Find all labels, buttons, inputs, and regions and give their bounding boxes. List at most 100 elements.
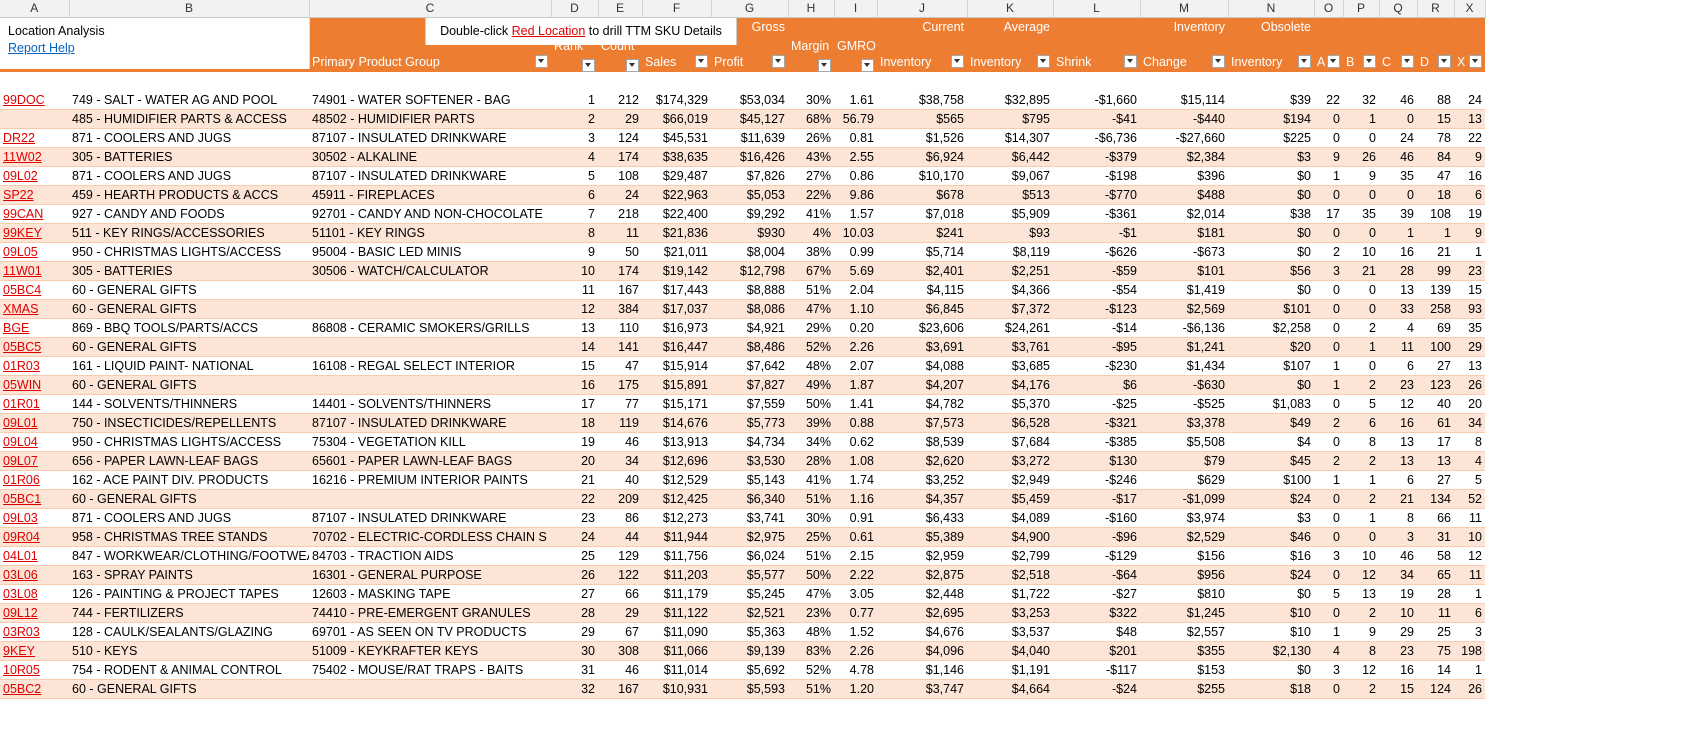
table-cell[interactable]: $1,083	[1228, 394, 1314, 414]
table-cell[interactable]: $3,537	[967, 622, 1053, 642]
table-cell[interactable]: $156	[1140, 546, 1228, 566]
table-cell[interactable]: 12	[551, 299, 598, 319]
location-link[interactable]: 01R06	[0, 470, 69, 490]
table-cell[interactable]: -$64	[1053, 565, 1140, 585]
table-cell[interactable]: 86	[598, 508, 642, 528]
table-cell[interactable]: 0	[1379, 109, 1417, 129]
table-cell[interactable]: $17,037	[642, 299, 711, 319]
table-cell[interactable]: 31	[1417, 527, 1454, 547]
table-cell[interactable]: 0	[1343, 128, 1379, 148]
table-cell[interactable]: 14	[1417, 660, 1454, 680]
table-cell[interactable]: 86808 - CERAMIC SMOKERS/GRILLS	[309, 318, 551, 338]
table-cell[interactable]: 0	[1314, 318, 1343, 338]
filter-dropdown-icon[interactable]	[535, 55, 548, 68]
location-link[interactable]: BGE	[0, 318, 69, 338]
table-cell[interactable]: $10	[1228, 622, 1314, 642]
table-cell[interactable]: $3,974	[1140, 508, 1228, 528]
table-cell[interactable]: $8,004	[711, 242, 788, 262]
table-cell[interactable]: 87107 - INSULATED DRINKWARE	[309, 508, 551, 528]
table-cell[interactable]: $3,252	[877, 470, 967, 490]
table-cell[interactable]: $2,258	[1228, 318, 1314, 338]
table-cell[interactable]: $2,620	[877, 451, 967, 471]
table-cell[interactable]: 35	[1454, 318, 1485, 338]
table-cell[interactable]: 13	[1379, 432, 1417, 452]
location-link[interactable]: 10R05	[0, 660, 69, 680]
table-cell[interactable]: $0	[1228, 223, 1314, 243]
table-cell[interactable]: $4,782	[877, 394, 967, 414]
table-cell[interactable]: 46	[1379, 546, 1417, 566]
table-cell[interactable]: 75	[1417, 641, 1454, 661]
table-cell[interactable]: $5,459	[967, 489, 1053, 509]
table-cell[interactable]: 128 - CAULK/SEALANTS/GLAZING	[69, 622, 309, 642]
table-cell[interactable]: 78	[1417, 128, 1454, 148]
table-cell[interactable]: 43%	[788, 147, 834, 167]
table-cell[interactable]: 30%	[788, 91, 834, 110]
table-cell[interactable]: $8,888	[711, 280, 788, 300]
table-cell[interactable]: 6	[1379, 470, 1417, 490]
table-cell[interactable]: $3,272	[967, 451, 1053, 471]
table-cell[interactable]: -$96	[1053, 527, 1140, 547]
table-cell[interactable]: $2,448	[877, 584, 967, 604]
table-cell[interactable]: 16	[1379, 660, 1417, 680]
table-cell[interactable]: $15,914	[642, 356, 711, 376]
table-cell[interactable]: 1	[1417, 223, 1454, 243]
table-cell[interactable]: -$440	[1140, 109, 1228, 129]
table-cell[interactable]: 38%	[788, 242, 834, 262]
table-cell[interactable]: 8	[1454, 432, 1485, 452]
table-cell[interactable]: 15	[1379, 679, 1417, 699]
table-cell[interactable]: 144 - SOLVENTS/THINNERS	[69, 394, 309, 414]
table-cell[interactable]: $12,273	[642, 508, 711, 528]
table-cell[interactable]: 2	[1343, 451, 1379, 471]
table-cell[interactable]: $1,241	[1140, 337, 1228, 357]
table-cell[interactable]: $4,734	[711, 432, 788, 452]
table-cell[interactable]: $19,142	[642, 261, 711, 281]
table-cell[interactable]: 48502 - HUMIDIFIER PARTS	[309, 109, 551, 129]
table-cell[interactable]: $6	[1053, 375, 1140, 395]
table-cell[interactable]: $2,695	[877, 603, 967, 623]
table-cell[interactable]	[309, 299, 551, 319]
location-link[interactable]: 11W01	[0, 261, 69, 281]
table-cell[interactable]: 60 - GENERAL GIFTS	[69, 375, 309, 395]
filter-dropdown-icon[interactable]	[1298, 55, 1311, 68]
table-cell[interactable]: 0	[1343, 527, 1379, 547]
table-cell[interactable]: $0	[1228, 660, 1314, 680]
table-cell[interactable]: $45,127	[711, 109, 788, 129]
table-cell[interactable]: 134	[1417, 489, 1454, 509]
table-cell[interactable]: $4,089	[967, 508, 1053, 528]
table-cell[interactable]: $15,114	[1140, 91, 1228, 110]
table-cell[interactable]: 0.77	[834, 603, 877, 623]
table-cell[interactable]: 6	[551, 185, 598, 205]
table-cell[interactable]: $3,530	[711, 451, 788, 471]
table-cell[interactable]: 23	[551, 508, 598, 528]
table-cell[interactable]: $930	[711, 223, 788, 243]
table-cell[interactable]: -$24	[1053, 679, 1140, 699]
location-link[interactable]: 9KEY	[0, 641, 69, 661]
table-cell[interactable]: 1.16	[834, 489, 877, 509]
filter-dropdown-icon[interactable]	[1469, 55, 1482, 68]
table-cell[interactable]: 10	[1343, 242, 1379, 262]
table-cell[interactable]: 754 - RODENT & ANIMAL CONTROL	[69, 660, 309, 680]
table-cell[interactable]: $5,053	[711, 185, 788, 205]
table-cell[interactable]: $4	[1228, 432, 1314, 452]
table-cell[interactable]: $8,486	[711, 337, 788, 357]
table-cell[interactable]: 12	[1343, 660, 1379, 680]
table-cell[interactable]: 32	[1343, 91, 1379, 110]
table-cell[interactable]: $18	[1228, 679, 1314, 699]
table-cell[interactable]: 0	[1314, 337, 1343, 357]
table-cell[interactable]: 2	[1343, 375, 1379, 395]
location-link[interactable]: 09L02	[0, 166, 69, 186]
table-cell[interactable]: $810	[1140, 584, 1228, 604]
table-cell[interactable]: 27	[1417, 356, 1454, 376]
table-cell[interactable]: $3	[1228, 147, 1314, 167]
table-cell[interactable]: 3	[1314, 261, 1343, 281]
table-cell[interactable]: $2,014	[1140, 204, 1228, 224]
location-link[interactable]: 09L01	[0, 413, 69, 433]
table-cell[interactable]: $11,639	[711, 128, 788, 148]
table-cell[interactable]: 10	[1343, 546, 1379, 566]
table-cell[interactable]: 52	[1454, 489, 1485, 509]
table-cell[interactable]: 2	[1343, 489, 1379, 509]
table-cell[interactable]: 51%	[788, 546, 834, 566]
table-cell[interactable]: 21	[1343, 261, 1379, 281]
column-letter[interactable]: X	[1454, 0, 1486, 18]
filter-dropdown-icon[interactable]	[1037, 55, 1050, 68]
